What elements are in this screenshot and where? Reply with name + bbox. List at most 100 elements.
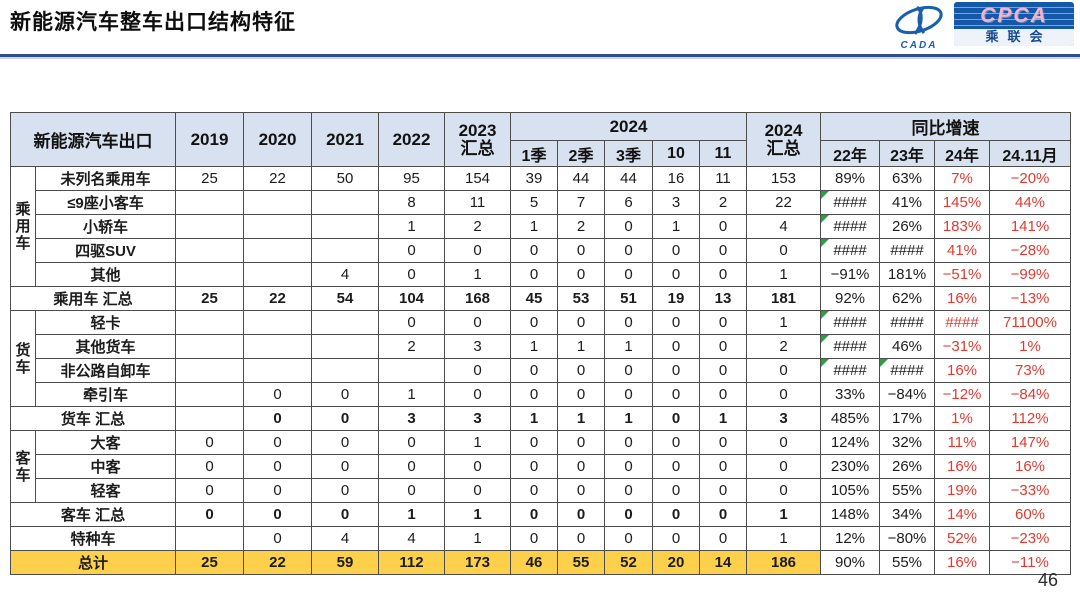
yoy-cell: 71100% <box>989 310 1071 335</box>
value-cell: 46 <box>510 550 558 575</box>
value-cell: 59 <box>311 550 379 575</box>
yoy-cell: 112% <box>989 406 1071 431</box>
value-cell <box>175 526 244 551</box>
value-cell: 7 <box>557 190 605 215</box>
value-cell: 0 <box>652 310 700 335</box>
cpca-logo: CADA CPCA 乘联会 <box>889 2 1074 51</box>
yoy-cell: 73% <box>989 358 1071 383</box>
value-cell: 173 <box>444 550 511 575</box>
table-row: 乘 用 车未列名乘用车 25 22 50 95 154 39 44 44 16 11 153 89% 63… <box>10 166 1071 287</box>
value-cell: 0 <box>604 262 653 287</box>
value-cell: 0 <box>378 478 445 503</box>
value-cell: 0 <box>699 214 747 239</box>
yoy-cell: 7% <box>934 166 990 191</box>
value-cell: 0 <box>652 454 700 479</box>
value-cell: 0 <box>699 310 747 335</box>
value-cell: 0 <box>557 430 605 455</box>
value-cell: 104 <box>378 286 445 311</box>
value-cell: 22 <box>243 550 312 575</box>
value-cell: 1 <box>444 502 511 527</box>
value-cell: 0 <box>175 478 244 503</box>
value-cell: 0 <box>510 430 558 455</box>
row-label: 小轿车 <box>35 214 176 239</box>
value-cell: 1 <box>604 406 653 431</box>
yoy-cell: #### <box>879 310 935 335</box>
table-row: 客车 汇总 0 0 0 1 1 0 0 0 0 0 1 148% 34% 14% 60% <box>10 502 1071 527</box>
table-row: 四驱SUV 0 0 0 0 0 0 0 0 #### #### 41% −28% <box>11 238 1071 263</box>
table-row: 客 车大客 0 0 0 0 1 0 0 0 0 0 0 124% 32% 11% 147% <box>10 430 1071 503</box>
value-cell: 1 <box>378 502 445 527</box>
value-cell <box>243 262 312 287</box>
yoy-cell: 124% <box>820 430 880 455</box>
value-cell: 2 <box>746 334 821 359</box>
table-row: 其他 4 0 1 0 0 0 0 0 1 −91% 181% −51% −99% <box>11 262 1071 287</box>
value-cell: 22 <box>243 286 312 311</box>
value-cell: 19 <box>652 286 700 311</box>
value-cell: 1 <box>444 430 511 455</box>
green-corner-marker <box>821 359 829 367</box>
value-cell: 112 <box>378 550 445 575</box>
value-cell: 2 <box>557 214 605 239</box>
value-cell: 3 <box>746 406 821 431</box>
value-cell <box>175 382 244 407</box>
value-cell <box>175 190 244 215</box>
value-cell: 0 <box>604 478 653 503</box>
group-label: 客 车 <box>10 430 36 503</box>
header-year: 2019 <box>175 112 244 167</box>
value-cell: 0 <box>311 430 379 455</box>
value-cell: 39 <box>510 166 558 191</box>
cada-swirl-icon <box>895 5 943 35</box>
yoy-cell: 92% <box>820 286 880 311</box>
value-cell: 6 <box>604 190 653 215</box>
value-cell: 25 <box>175 550 244 575</box>
value-cell: 0 <box>510 526 558 551</box>
row-label: 大客 <box>35 430 176 455</box>
value-cell <box>175 214 244 239</box>
value-cell: 0 <box>444 238 511 263</box>
table-row: 总计 25 22 59 112 173 46 55 52 20 14 186 90% 55% 16% −11% <box>10 550 1071 575</box>
yoy-cell: −80% <box>879 526 935 551</box>
yoy-cell: 32% <box>879 430 935 455</box>
value-cell: 0 <box>510 478 558 503</box>
value-cell <box>311 238 379 263</box>
value-cell: 0 <box>311 478 379 503</box>
yoy-cell: 41% <box>934 238 990 263</box>
yoy-cell: #### <box>934 310 990 335</box>
value-cell: 0 <box>746 382 821 407</box>
yoy-cell: −23% <box>989 526 1071 551</box>
yoy-cell: 55% <box>879 550 935 575</box>
value-cell <box>311 190 379 215</box>
value-cell <box>311 334 379 359</box>
value-cell <box>175 334 244 359</box>
value-cell: 0 <box>444 454 511 479</box>
value-cell: 0 <box>510 382 558 407</box>
value-cell <box>175 310 244 335</box>
value-cell: 14 <box>699 550 747 575</box>
row-label: 其他货车 <box>35 334 176 359</box>
value-cell: 0 <box>378 310 445 335</box>
yoy-cell: 1% <box>934 406 990 431</box>
value-cell <box>175 262 244 287</box>
header-title: 新能源汽车出口 <box>10 112 176 167</box>
value-cell: 0 <box>699 262 747 287</box>
yoy-cell: 14% <box>934 502 990 527</box>
value-cell: 0 <box>699 526 747 551</box>
value-cell: 0 <box>311 382 379 407</box>
value-cell: 0 <box>378 454 445 479</box>
yoy-cell: 16% <box>989 454 1071 479</box>
row-label: 其他 <box>35 262 176 287</box>
value-cell: 0 <box>699 334 747 359</box>
yoy-cell: 26% <box>879 214 935 239</box>
yoy-cell: 16% <box>934 550 990 575</box>
export-table-wrap: 新能源汽车出口 2019 2020 2021 2022 2023 汇总 2024 2024 汇… <box>10 112 1071 575</box>
value-cell: 0 <box>557 454 605 479</box>
value-cell: 0 <box>652 502 700 527</box>
green-corner-marker <box>821 191 829 199</box>
value-cell: 0 <box>604 310 653 335</box>
header-2024-sub: 1季 <box>510 140 558 167</box>
yoy-cell: −11% <box>989 550 1071 575</box>
value-cell: 1 <box>652 214 700 239</box>
yoy-cell: 89% <box>820 166 880 191</box>
header-year: 2021 <box>311 112 379 167</box>
value-cell: 11 <box>444 190 511 215</box>
